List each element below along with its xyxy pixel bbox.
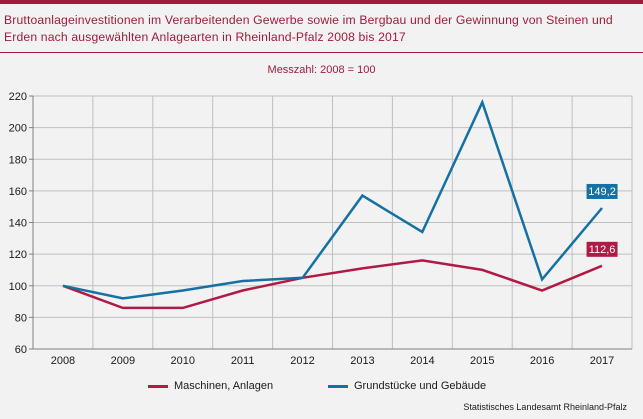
x-tick-label-2016: 2016 [530, 355, 554, 367]
x-tick-label-2014: 2014 [410, 355, 434, 367]
title-top-rule [0, 0, 643, 4]
y-tick-label-140: 140 [9, 218, 27, 230]
end-label-box-0 [586, 241, 618, 257]
x-tick-label-2011: 2011 [231, 355, 255, 367]
series-line-1 [62, 98, 603, 300]
y-tick-label-200: 200 [9, 123, 27, 135]
series-line-0 [62, 259, 603, 310]
end-label-box-1 [586, 183, 618, 199]
x-tick-label-2012: 2012 [290, 355, 314, 367]
x-tick-label-2013: 2013 [350, 355, 374, 367]
legend-label-maschinen: Maschinen, Anlagen [174, 380, 274, 392]
source-note: Statistisches Landesamt Rheinland-Pfalz [463, 402, 627, 412]
grid-layer [32, 95, 633, 350]
y-tick-label-120: 120 [9, 249, 27, 261]
y-tick-label-80: 80 [15, 312, 27, 324]
x-tick-label-2010: 2010 [171, 355, 195, 367]
x-tick-label-2015: 2015 [470, 355, 494, 367]
x-tick-label-2017: 2017 [590, 355, 614, 367]
axis-layer: 60 80 100 120 140 160 180 200 220 2008 2009 2010 201… [9, 91, 632, 367]
title-bottom-rule [0, 52, 643, 53]
end-label-1: 149,2 [588, 186, 616, 198]
legend-swatch-grundstuecke [328, 384, 348, 388]
legend-swatch-maschinen [148, 384, 168, 388]
chart-title: Bruttoanlageinvestitionen im Verarbeiten… [4, 13, 613, 44]
y-tick-label-60: 60 [15, 344, 27, 356]
y-tick-label-160: 160 [9, 186, 27, 198]
series-layer [62, 98, 603, 310]
legend-item-maschinen: Maschinen, Anlagen [148, 379, 273, 393]
legend-item-grundstuecke: Grundstücke und Gebäude [328, 379, 486, 393]
label-layer: 112,6 149,2 [586, 183, 618, 257]
y-tick-label-220: 220 [9, 91, 27, 103]
y-tick-label-180: 180 [9, 154, 27, 166]
chart-subtitle: Messzahl: 2008 = 100 [267, 64, 376, 76]
end-label-0: 112,6 [589, 244, 616, 256]
x-tick-label-2008: 2008 [51, 355, 75, 367]
y-tick-label-100: 100 [9, 281, 27, 293]
legend-label-grundstuecke: Grundstücke und Gebäude [354, 380, 487, 392]
x-tick-label-2009: 2009 [111, 355, 135, 367]
